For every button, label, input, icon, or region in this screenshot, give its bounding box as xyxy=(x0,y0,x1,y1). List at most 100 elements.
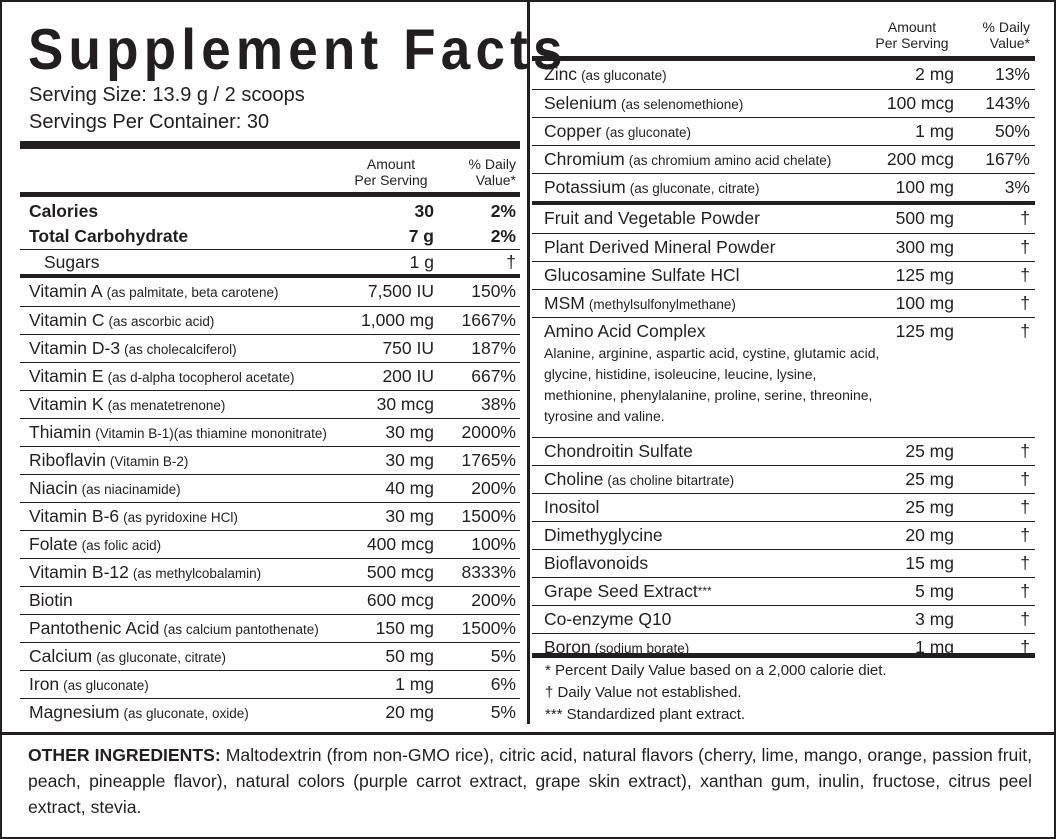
serving-size: Serving Size: 13.9 g / 2 scoops xyxy=(29,84,305,106)
nutrient-name: Vitamin A xyxy=(29,281,103,301)
nutrient-row: Biotin 600 mcg 200% xyxy=(20,586,520,614)
nutrient-name: Niacin xyxy=(29,478,78,498)
nutrient-note: (as pyridoxine HCl) xyxy=(123,510,238,525)
nutrient-name: Vitamin C xyxy=(29,310,105,330)
amount: 30 mg xyxy=(385,450,434,470)
amount: 7 g xyxy=(408,226,434,246)
nutrient-row: Fruit and Vegetable Powder 500 mg † xyxy=(532,205,1035,233)
left-section: Calories 30 2% Total Carbohydrate 7 g 2% Sugar… xyxy=(20,199,520,274)
nutrient-row: Bioflavonoids 15 mg † xyxy=(532,549,1035,577)
amount: 600 mcg xyxy=(366,590,434,610)
daily-value: 5% xyxy=(490,646,516,666)
nutrient-name: Vitamin K xyxy=(29,394,104,414)
title: Supplement Facts xyxy=(28,18,568,82)
amount: 150 mg xyxy=(375,618,434,638)
daily-value: 50% xyxy=(994,121,1030,141)
daily-value: 150% xyxy=(471,281,516,301)
nutrient-name: Pantothenic Acid xyxy=(29,618,160,638)
nutrient-name: MSM xyxy=(544,293,585,313)
nutrient-name: Sugars xyxy=(44,252,100,272)
amount: 3 mg xyxy=(915,609,954,629)
nutrient-name: Total Carbohydrate xyxy=(29,226,189,246)
daily-value: † xyxy=(1020,293,1030,313)
amount: 40 mg xyxy=(385,478,434,498)
nutrient-name: Vitamin B-6 xyxy=(29,506,120,526)
amount: 7,500 IU xyxy=(367,281,434,301)
nutrient-name: Chondroitin Sulfate xyxy=(544,441,693,461)
amount: 100 mcg xyxy=(886,93,954,113)
nutrient-row: Inositol 25 mg † xyxy=(532,493,1035,521)
nutrient-row: Dimethyglycine 20 mg † xyxy=(532,521,1035,549)
nutrient-name: Chromium xyxy=(544,149,625,169)
nutrient-note: (Vitamin B-2) xyxy=(109,454,189,469)
daily-value: 2% xyxy=(490,226,516,246)
nutrient-note: (as palmitate, beta carotene) xyxy=(106,285,279,300)
amount: 200 IU xyxy=(382,366,434,386)
nutrient-name: Vitamin B-12 xyxy=(29,562,129,582)
daily-value: † xyxy=(1020,237,1030,257)
nutrient-row: Thiamin (Vitamin B-1)(as thiamine mononit… xyxy=(20,418,520,446)
daily-value: † xyxy=(1020,469,1030,489)
daily-value: † xyxy=(1020,441,1030,461)
rule xyxy=(532,653,1035,658)
daily-value: 143% xyxy=(985,93,1030,113)
nutrient-name: Co-enzyme Q10 xyxy=(544,609,672,629)
daily-value: 187% xyxy=(471,338,516,358)
nutrient-row: Total Carbohydrate 7 g 2% xyxy=(20,224,520,249)
amount: 2 mg xyxy=(915,64,954,84)
amount: 30 xyxy=(414,201,434,221)
amount: 1 mg xyxy=(915,637,954,657)
daily-value: 1667% xyxy=(461,310,517,330)
nutrient-row: Choline (as choline bitartrate) 25 mg † xyxy=(532,465,1035,493)
column-header: % Daily Value* xyxy=(982,19,1030,51)
nutrient-row: Sugars 1 g † xyxy=(20,249,520,274)
nutrient-row: Niacin (as niacinamide) 40 mg 200% xyxy=(20,474,520,502)
nutrient-note: (as niacinamide) xyxy=(81,482,181,497)
left-section: Vitamin A (as palmitate, beta carotene) 7,… xyxy=(20,278,520,726)
column-header: Amount Per Serving xyxy=(354,156,428,188)
right-section: Zinc (as gluconate) 2 mg 13% Selenium (as sel… xyxy=(532,61,1035,201)
other-ingredients-label: OTHER INGREDIENTS: xyxy=(28,745,221,765)
nutrient-note: (as d-alpha tocopherol acetate) xyxy=(107,370,295,385)
nutrient-row: Chromium (as chromium amino acid chelate)… xyxy=(532,145,1035,173)
nutrient-name: Vitamin D-3 xyxy=(29,338,121,358)
footnote: † Daily Value not established. xyxy=(545,684,742,701)
nutrient-row: Plant Derived Mineral Powder 300 mg † xyxy=(532,233,1035,261)
nutrient-note: (as menatetrenone) xyxy=(107,398,226,413)
column-divider xyxy=(527,2,530,724)
nutrient-row: Vitamin A (as palmitate, beta carotene) 7,… xyxy=(20,278,520,306)
amount: 25 mg xyxy=(905,497,954,517)
daily-value: † xyxy=(1020,553,1030,573)
column-header: % Daily Value* xyxy=(468,156,516,188)
nutrient-row: Boron (sodium borate) 1 mg † xyxy=(532,633,1035,661)
nutrient-name: Iron xyxy=(29,674,60,694)
amount: 750 IU xyxy=(382,338,434,358)
daily-value: 100% xyxy=(471,534,516,554)
footnote: *** Standardized plant extract. xyxy=(545,706,746,723)
nutrient-row: Iron (as gluconate) 1 mg 6% xyxy=(20,670,520,698)
nutrient-row: Chondroitin Sulfate 25 mg † xyxy=(532,437,1035,465)
daily-value: 667% xyxy=(471,366,516,386)
nutrient-name: Dimethyglycine xyxy=(544,525,663,545)
servings-per-container: Servings Per Container: 30 xyxy=(29,111,270,133)
nutrient-name: Boron xyxy=(544,637,591,657)
rule xyxy=(532,56,1035,61)
amount: 1 mg xyxy=(915,121,954,141)
amount: 25 mg xyxy=(905,441,954,461)
nutrient-row: Calcium (as gluconate, citrate) 50 mg 5% xyxy=(20,642,520,670)
daily-value: 1500% xyxy=(461,618,517,638)
nutrient-row: Calories 30 2% xyxy=(20,199,520,224)
nutrient-row: Magnesium (as gluconate, oxide) 20 mg 5% xyxy=(20,698,520,726)
nutrient-note: (as chromium amino acid chelate) xyxy=(628,153,832,168)
nutrient-note: (as gluconate, citrate) xyxy=(629,181,760,196)
amount: 300 mg xyxy=(895,237,954,257)
daily-value: † xyxy=(1020,208,1030,228)
amount: 500 mcg xyxy=(366,562,434,582)
daily-value: † xyxy=(506,252,516,272)
nutrient-name: Folate xyxy=(29,534,78,554)
daily-value: † xyxy=(1020,609,1030,629)
amount: 5 mg xyxy=(915,581,954,601)
nutrient-note: (Vitamin B-1)(as thiamine mononitrate) xyxy=(95,426,327,441)
nutrient-row: Potassium (as gluconate, citrate) 100 mg 3% xyxy=(532,173,1035,201)
